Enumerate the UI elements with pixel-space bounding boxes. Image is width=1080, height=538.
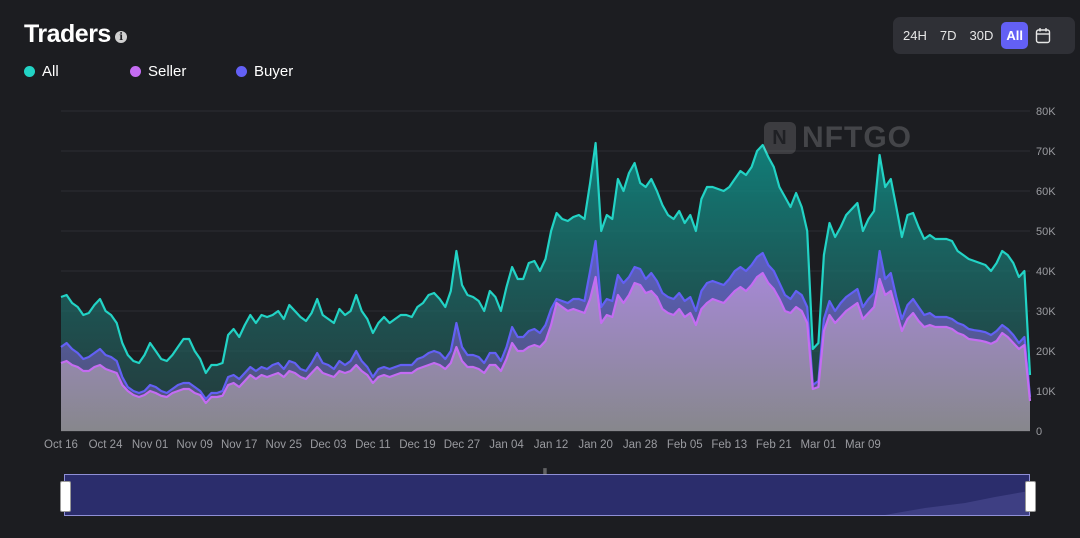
x-tick-label: Oct 16 [44,439,78,451]
navigator-right-handle[interactable] [1025,481,1036,512]
x-tick-label: Dec 03 [310,439,346,451]
x-tick-label: Nov 09 [176,439,212,451]
x-tick-label: Jan 12 [534,439,569,451]
line-seller [60,271,1032,405]
y-axis: 0 10K 20K 30K 40K 50K 60K 70K 80K [1036,106,1056,438]
y-tick-label: 40K [1036,266,1056,278]
legend: All Seller Buyer [24,63,293,80]
range-7d-button[interactable]: 7D [939,28,957,43]
watermark-text: NFTGO [802,121,912,154]
line-all [60,141,1032,376]
title-text: Traders [24,20,111,48]
x-axis: Oct 16 Oct 24 Nov 01 Nov 09 Nov 17 Nov 25 Dec … [44,439,881,451]
y-tick-label: 0 [1036,426,1042,438]
series-lines [60,141,1032,405]
navigator-grip-icon[interactable]: ⦀ [543,467,547,477]
x-tick-label: Mar 09 [845,439,881,451]
range-24h-button[interactable]: 24H [903,28,927,43]
y-tick-label: 10K [1036,386,1056,398]
legend-dot-all [24,66,35,77]
navigator-left-handle[interactable] [60,481,71,512]
x-tick-label: Jan 04 [489,439,524,451]
legend-label-seller: Seller [148,63,187,80]
time-range-selector: 24H 7D 30D All [893,17,1075,54]
legend-label-all: All [42,63,59,80]
y-tick-label: 50K [1036,226,1056,238]
nftgo-logo-icon: N [764,122,796,154]
x-tick-label: Nov 01 [132,439,168,451]
x-tick-label: Dec 11 [355,439,391,451]
y-tick-label: 30K [1036,306,1056,318]
range-30d-button[interactable]: 30D [969,28,994,43]
x-tick-label: Feb 21 [756,439,792,451]
x-tick-label: Feb 05 [667,439,703,451]
x-tick-label: Feb 13 [711,439,747,451]
range-navigator[interactable] [64,474,1030,516]
legend-label-buyer: Buyer [254,63,294,80]
calendar-icon[interactable] [1031,22,1055,49]
chart-title: Traders i [24,20,127,49]
x-tick-label: Jan 20 [578,439,613,451]
legend-dot-buyer [236,66,247,77]
y-tick-label: 80K [1036,106,1056,118]
y-tick-label: 20K [1036,346,1056,358]
line-buyer [60,239,1032,401]
legend-item-buyer[interactable]: Buyer [236,63,293,80]
x-tick-label: Oct 24 [89,439,123,451]
range-all-button[interactable]: All [1001,22,1028,49]
navigator-preview [885,491,1029,515]
info-icon[interactable]: i [114,31,127,43]
x-tick-label: Mar 01 [800,439,836,451]
watermark: N NFTGO [764,121,912,155]
legend-item-seller[interactable]: Seller [130,63,236,80]
y-tick-label: 60K [1036,186,1056,198]
x-tick-label: Dec 19 [399,439,435,451]
legend-item-all[interactable]: All [24,63,130,80]
x-tick-label: Jan 28 [623,439,658,451]
x-tick-label: Nov 25 [266,439,302,451]
legend-dot-seller [130,66,141,77]
x-tick-label: Dec 27 [444,439,480,451]
x-tick-label: Nov 17 [221,439,257,451]
y-tick-label: 70K [1036,146,1056,158]
